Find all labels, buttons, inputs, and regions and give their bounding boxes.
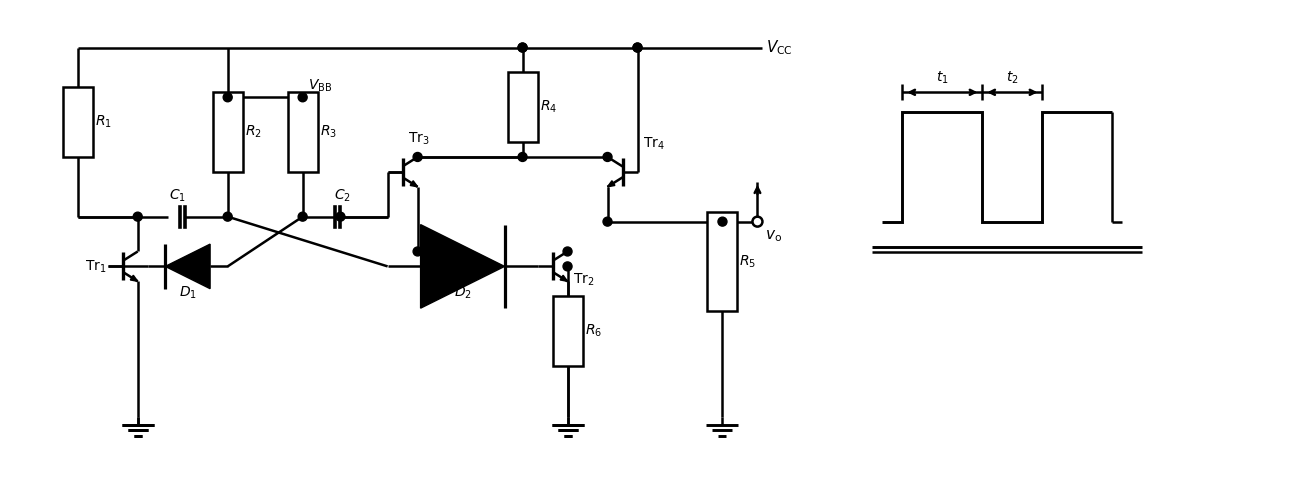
Bar <box>707 211 737 311</box>
Circle shape <box>633 43 642 52</box>
Polygon shape <box>608 181 615 187</box>
Circle shape <box>223 212 232 221</box>
Text: $R_6$: $R_6$ <box>585 323 602 339</box>
Text: $\rm Tr_2$: $\rm Tr_2$ <box>573 271 594 288</box>
Text: $D_1$: $D_1$ <box>179 284 197 301</box>
Circle shape <box>518 152 527 161</box>
Bar <box>287 92 317 172</box>
Bar <box>508 72 538 142</box>
Circle shape <box>562 247 572 256</box>
Text: $R_5$: $R_5$ <box>740 253 757 270</box>
Circle shape <box>562 262 572 271</box>
Text: $t_1$: $t_1$ <box>936 70 949 86</box>
Text: $D_2$: $D_2$ <box>454 284 471 301</box>
Bar <box>552 296 582 366</box>
Polygon shape <box>410 181 418 187</box>
Text: $C_2$: $C_2$ <box>334 187 351 204</box>
Circle shape <box>518 43 527 52</box>
Polygon shape <box>560 275 568 282</box>
Text: $R_3$: $R_3$ <box>320 124 337 141</box>
Polygon shape <box>130 275 138 282</box>
Circle shape <box>603 217 612 226</box>
Polygon shape <box>420 225 505 308</box>
Circle shape <box>518 43 527 52</box>
Circle shape <box>414 247 422 256</box>
Text: $t_2$: $t_2$ <box>1006 70 1019 86</box>
Circle shape <box>603 152 612 161</box>
Circle shape <box>633 43 642 52</box>
Circle shape <box>133 212 142 221</box>
Text: $\rm Tr_3$: $\rm Tr_3$ <box>407 131 429 147</box>
Text: $R_4$: $R_4$ <box>539 99 557 115</box>
Text: $V_{\rm BB}$: $V_{\rm BB}$ <box>308 78 331 94</box>
Text: $\rm Tr_4$: $\rm Tr_4$ <box>642 136 664 152</box>
Text: $v_{\rm o}$: $v_{\rm o}$ <box>766 229 783 245</box>
Text: $\rm Tr_1$: $\rm Tr_1$ <box>85 258 106 275</box>
Bar <box>213 92 243 172</box>
Circle shape <box>298 212 307 221</box>
Text: $V_{\rm CC}$: $V_{\rm CC}$ <box>766 38 793 57</box>
Text: $R_1$: $R_1$ <box>95 114 112 130</box>
Circle shape <box>223 93 232 102</box>
Circle shape <box>718 217 727 226</box>
Text: $R_2$: $R_2$ <box>244 124 261 141</box>
Text: $C_1$: $C_1$ <box>170 187 187 204</box>
Circle shape <box>335 212 345 221</box>
Polygon shape <box>166 244 210 289</box>
Bar <box>63 87 93 157</box>
Circle shape <box>414 152 422 161</box>
Circle shape <box>298 93 307 102</box>
